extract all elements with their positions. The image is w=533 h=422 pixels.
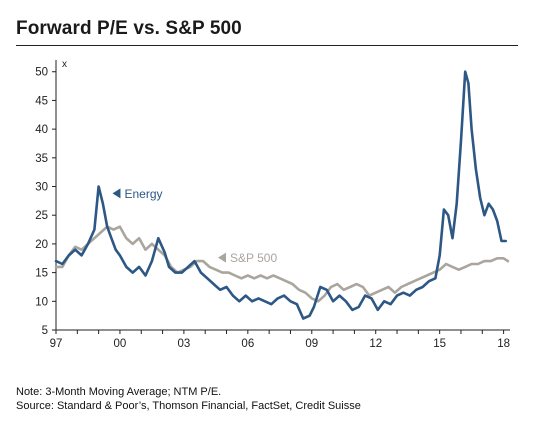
chart-title: Forward P/E vs. S&P 500 (16, 18, 242, 39)
x-tick-label: 06 (241, 338, 254, 350)
y-tick-label: 25 (35, 210, 48, 222)
series-line-s-p-500 (54, 225, 510, 303)
y-tick-label: 40 (35, 124, 48, 136)
y-tick-label: 50 (35, 67, 48, 79)
y-tick-label: 20 (35, 239, 48, 251)
energy-label-arrow (112, 188, 121, 199)
y-tick-label: 30 (35, 182, 48, 194)
y-unit-label: x (62, 59, 67, 70)
x-ticks: 97 00 03 06 09 12 15 18 (50, 330, 510, 350)
axes: x (55, 59, 510, 331)
y-ticks: 5 10 15 20 25 30 35 40 45 50 (35, 67, 56, 337)
annotations: Energy S&P 500 (112, 187, 277, 265)
energy-label: Energy (124, 187, 162, 201)
x-tick-label: 97 (50, 338, 63, 350)
x-tick-label: 00 (114, 338, 127, 350)
y-tick-label: 15 (35, 268, 48, 280)
x-tick-label: 12 (369, 338, 382, 350)
y-tick-label: 45 (35, 95, 48, 107)
y-tick-label: 5 (42, 325, 48, 337)
series-lines (54, 70, 510, 320)
chart-area: x 5 10 15 20 25 30 35 40 45 50 97 00 03 06 09 12 15 18 E… (35, 59, 510, 350)
sp500-label-arrow (217, 252, 226, 263)
source-text: Source: Standard & Poor’s, Thomson Finan… (16, 400, 361, 412)
title-divider (16, 45, 518, 46)
y-tick-label: 10 (35, 296, 48, 308)
x-tick-label: 09 (305, 338, 318, 350)
x-tick-label: 18 (497, 338, 510, 350)
series-line-energy (54, 70, 508, 320)
sp500-label: S&P 500 (230, 251, 277, 265)
y-tick-label: 35 (35, 153, 48, 165)
note-text: Note: 3-Month Moving Average; NTM P/E. (16, 386, 222, 398)
x-tick-label: 15 (433, 338, 446, 350)
x-tick-label: 03 (177, 338, 190, 350)
